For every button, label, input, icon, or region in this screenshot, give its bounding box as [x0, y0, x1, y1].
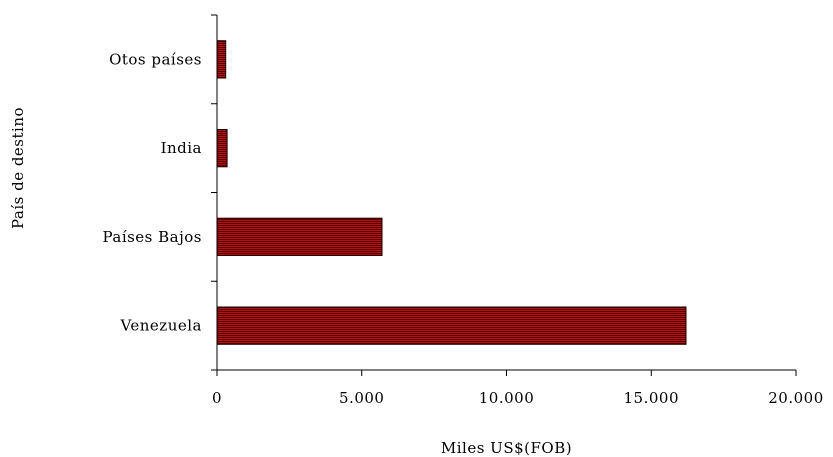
category-label-venezuela: Venezuela — [119, 317, 202, 335]
bar-venezuela — [216, 306, 687, 345]
bar-otos-paises — [216, 40, 227, 79]
bar-paises-bajos — [216, 217, 383, 256]
x-tick-label: 15.000 — [624, 389, 680, 407]
bar-india — [216, 129, 228, 168]
x-tick-label: 0 — [212, 389, 222, 407]
category-label-paises-bajos: Países Bajos — [102, 228, 202, 246]
category-label-otos-paises: Otos países — [109, 50, 202, 68]
x-axis-title: Miles US$(FOB) — [440, 439, 573, 457]
category-labels: Venezuela Países Bajos India Otos países — [102, 50, 202, 335]
category-label-india: India — [161, 139, 202, 157]
x-tick-label: 5.000 — [339, 389, 384, 407]
axes-group — [211, 14, 797, 376]
x-tick-label: 10.000 — [479, 389, 535, 407]
x-tick-labels: 0 5.000 10.000 15.000 20.000 — [212, 389, 824, 407]
y-axis-title: País de destino — [9, 106, 27, 230]
bars-group — [216, 40, 687, 345]
x-tick-label: 20.000 — [768, 389, 824, 407]
